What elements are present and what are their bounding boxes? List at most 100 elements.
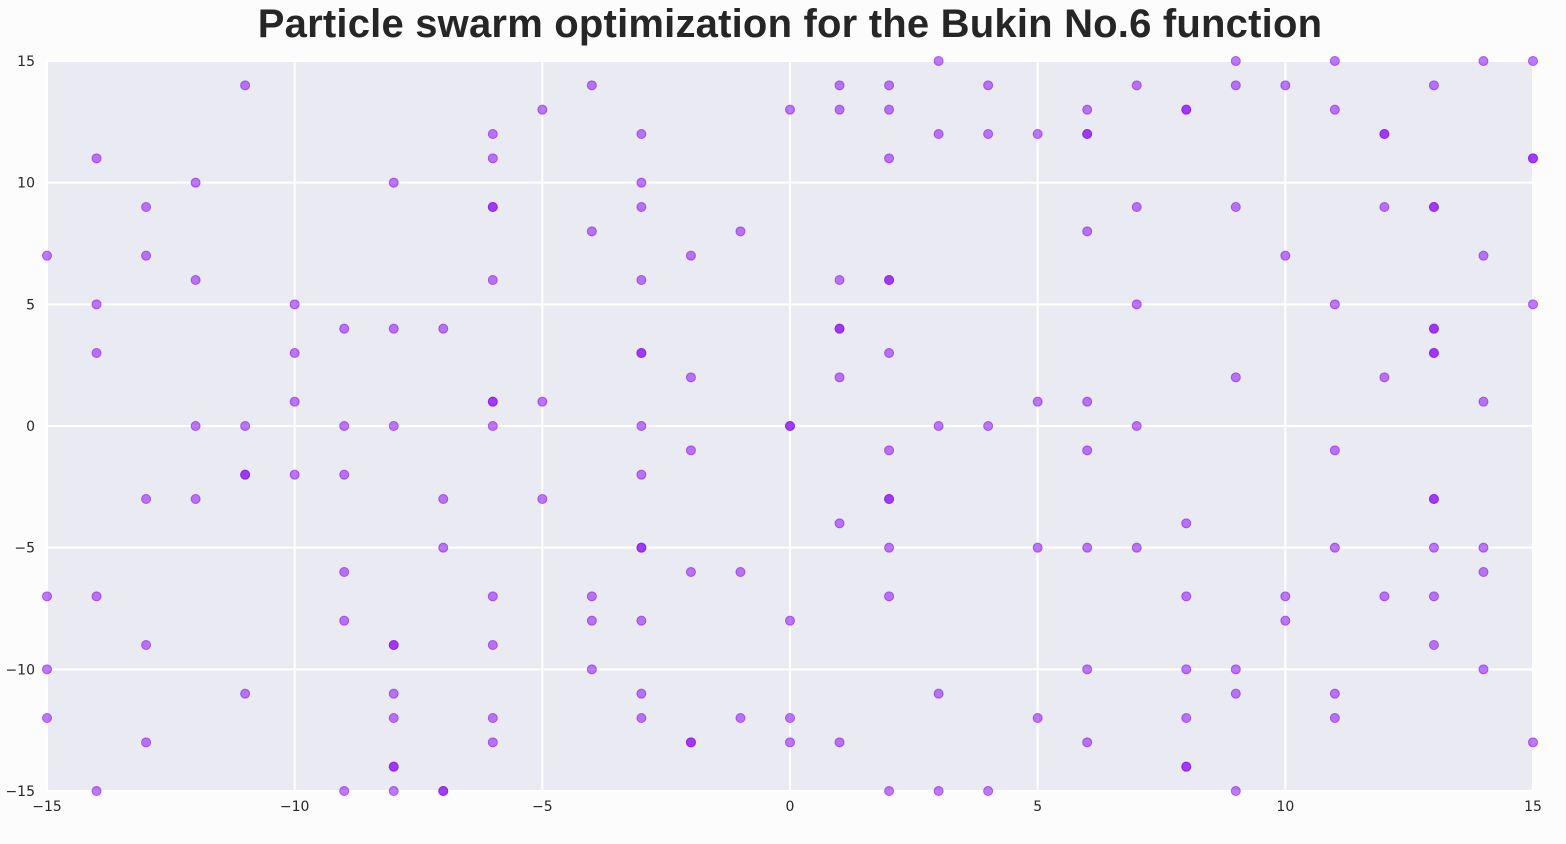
particle-point [388, 177, 399, 188]
x-tick-label: 15 [1524, 799, 1542, 815]
particle-point [487, 591, 498, 602]
particle-point [1082, 542, 1093, 553]
particle-point [1032, 713, 1043, 723]
particle-point [1329, 56, 1340, 66]
particle-point [339, 615, 350, 626]
particle-point [240, 421, 251, 431]
particle-point [1230, 202, 1241, 212]
particle-point [884, 542, 895, 553]
particle-point [289, 396, 300, 407]
tick-labels: −15 −10 −5 0 5 10 15 −15 −10 −5 0 5 10 15 [5, 54, 1541, 815]
particle-point [487, 396, 498, 407]
x-tick-label: 0 [786, 799, 795, 815]
x-tick-label: −5 [532, 799, 553, 815]
particle-point [933, 56, 944, 66]
particle-point [91, 153, 102, 164]
particle-point [884, 786, 895, 796]
particle-point [636, 202, 647, 212]
particle-point [1478, 542, 1489, 553]
particle-point [42, 250, 52, 261]
particle-point [1181, 761, 1192, 772]
particle-point [1329, 104, 1340, 115]
x-tick-label: −15 [32, 799, 62, 815]
particle-point [1131, 202, 1142, 212]
particle-point [1428, 348, 1439, 358]
particle-point [586, 615, 597, 626]
particle-point [1428, 542, 1439, 553]
particle-point [685, 567, 696, 577]
particle-point [636, 129, 647, 139]
particle-point [1280, 615, 1291, 626]
particle-point [834, 323, 845, 334]
particle-point [636, 469, 647, 480]
particles [42, 56, 1538, 796]
particle-point [289, 348, 300, 358]
y-tick-label: −15 [5, 784, 35, 800]
particle-point [636, 688, 647, 699]
particle-point [785, 737, 795, 748]
particle-point [1478, 396, 1489, 407]
particle-point [289, 299, 300, 310]
particle-point [884, 494, 895, 504]
particle-point [685, 737, 696, 748]
particle-point [1379, 129, 1390, 139]
particle-point [1230, 372, 1241, 383]
particle-point [339, 567, 350, 577]
particle-point [1280, 80, 1291, 91]
particle-point [487, 640, 498, 650]
y-tick-label: −10 [5, 662, 35, 678]
particle-point [487, 129, 498, 139]
particle-point [884, 348, 895, 358]
particle-point [685, 445, 696, 456]
particle-point [1428, 80, 1439, 91]
particle-point [834, 104, 845, 115]
particle-point [91, 299, 102, 310]
particle-point [933, 786, 944, 796]
particle-point [636, 713, 647, 723]
x-tick-label: −10 [280, 799, 310, 815]
particle-point [42, 591, 52, 602]
particle-point [289, 469, 300, 480]
particle-point [834, 518, 845, 529]
chart-title: Particle swarm optimization for the Buki… [257, 2, 1323, 46]
particle-point [785, 615, 795, 626]
particle-point [1082, 396, 1093, 407]
particle-point [388, 421, 399, 431]
particle-point [1478, 664, 1489, 675]
particle-point [1428, 323, 1439, 334]
particle-point [487, 202, 498, 212]
particle-point [785, 713, 795, 723]
particle-point [1329, 445, 1340, 456]
particle-point [1329, 299, 1340, 310]
particle-point [1082, 664, 1093, 675]
x-tick-label: 5 [1033, 799, 1042, 815]
particle-point [438, 323, 449, 334]
x-tick-label: 10 [1276, 799, 1294, 815]
particle-point [339, 469, 350, 480]
particle-point [636, 421, 647, 431]
particle-point [1428, 494, 1439, 504]
particle-point [1230, 664, 1241, 675]
particle-point [91, 786, 102, 796]
particle-point [240, 469, 251, 480]
y-tick-label: 5 [26, 297, 35, 313]
particle-point [1280, 250, 1291, 261]
particle-point [785, 421, 795, 431]
particle-point [388, 640, 399, 650]
particle-point [1478, 56, 1489, 66]
particle-point [388, 688, 399, 699]
particle-point [339, 323, 350, 334]
particle-point [586, 226, 597, 237]
particle-point [1379, 372, 1390, 383]
particle-point [636, 348, 647, 358]
particle-point [1230, 786, 1241, 796]
particle-point [190, 494, 201, 504]
particle-point [42, 664, 52, 675]
particle-point [1428, 202, 1439, 212]
particle-point [1032, 542, 1043, 553]
particle-point [42, 713, 52, 723]
particle-point [636, 615, 647, 626]
particle-point [1082, 129, 1093, 139]
particle-point [339, 421, 350, 431]
particle-point [141, 640, 152, 650]
